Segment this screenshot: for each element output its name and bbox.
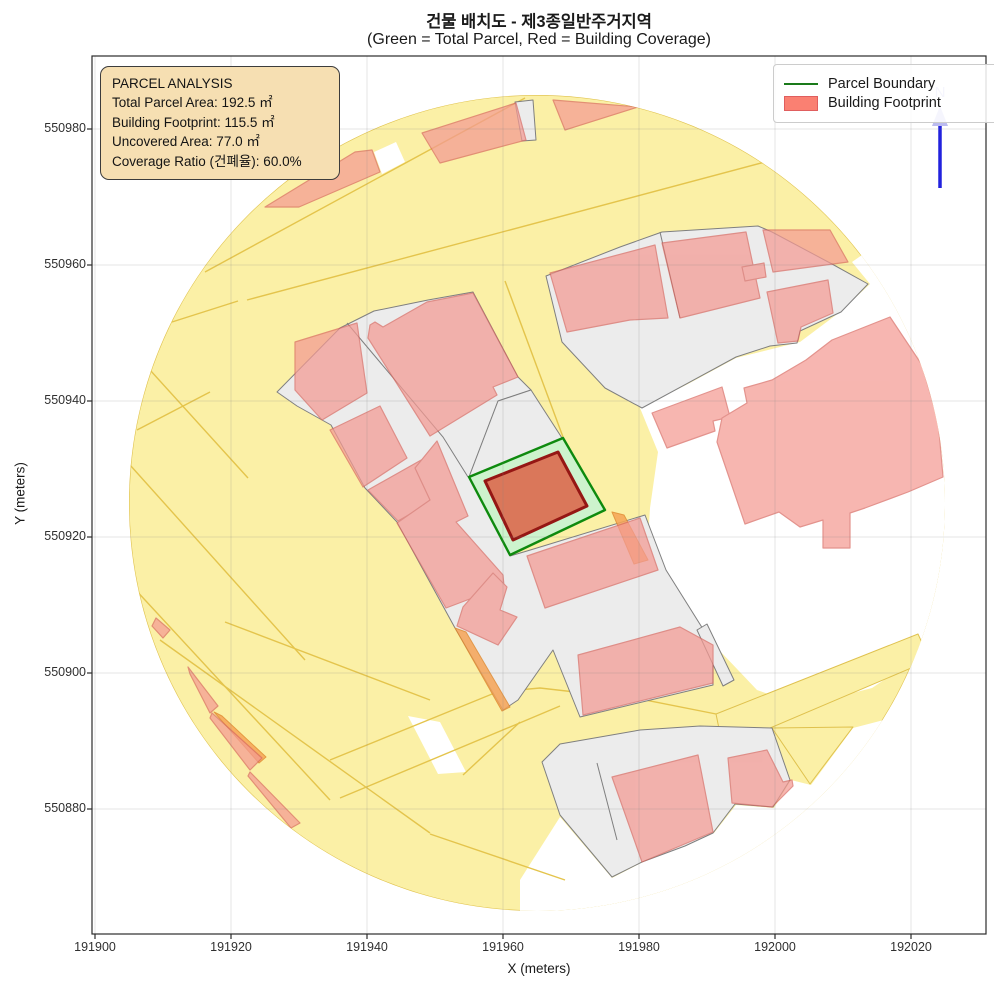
- map-layers: [129, 95, 945, 911]
- y-tick-label: 550920: [44, 529, 86, 543]
- x-tick-label: 191960: [482, 940, 524, 954]
- total-parcel-area: Total Parcel Area: 192.5 ㎡: [112, 95, 273, 111]
- parcel-analysis-title: PARCEL ANALYSIS: [112, 76, 233, 91]
- coverage-ratio: Coverage Ratio (건폐율): 60.0%: [112, 153, 302, 169]
- x-tick-label: 191920: [210, 940, 252, 954]
- grid-lines: [92, 56, 986, 934]
- x-tick-label: 191940: [346, 940, 388, 954]
- y-tick-label: 550960: [44, 257, 86, 271]
- y-tick-label: 550900: [44, 665, 86, 679]
- x-axis-label: X (meters): [507, 961, 571, 976]
- building-footprint-patch-swatch: [784, 95, 818, 111]
- y-tick-label: 550980: [44, 121, 86, 135]
- map-layer-road-lines: [129, 97, 796, 881]
- x-tick-label: 191900: [74, 940, 116, 954]
- chart-subtitle: (Green = Total Parcel, Red = Building Co…: [367, 31, 711, 48]
- x-tick-label: 191980: [618, 940, 660, 954]
- legend-item-building-footprint: Building Footprint: [784, 95, 988, 111]
- parcel-boundary-line-swatch: [784, 83, 818, 85]
- x-tick-label: 192020: [890, 940, 932, 954]
- map-layer-building-footprint-highlight: [483, 450, 589, 542]
- parcel-analysis-box: PARCEL ANALYSIS Total Parcel Area: 192.5…: [100, 66, 340, 181]
- uncovered-area: Uncovered Area: 77.0 ㎡: [112, 134, 260, 150]
- x-tick-label: 192000: [754, 940, 796, 954]
- tick-marks: [87, 128, 912, 939]
- legend-label-building-footprint: Building Footprint: [828, 95, 941, 111]
- axes-frame: [91, 55, 987, 935]
- y-tick-label: 550940: [44, 393, 86, 407]
- legend: Parcel Boundary Building Footprint: [773, 64, 994, 123]
- y-tick-label: 550880: [44, 801, 86, 815]
- legend-item-parcel-boundary: Parcel Boundary: [784, 76, 988, 92]
- legend-label-parcel-boundary: Parcel Boundary: [828, 76, 936, 92]
- building-footprint-area: Building Footprint: 115.5 ㎡: [112, 114, 275, 130]
- map-layer-buildings: [151, 99, 944, 863]
- chart-title: 건물 배치도 - 제3종일반주거지역: [426, 13, 652, 31]
